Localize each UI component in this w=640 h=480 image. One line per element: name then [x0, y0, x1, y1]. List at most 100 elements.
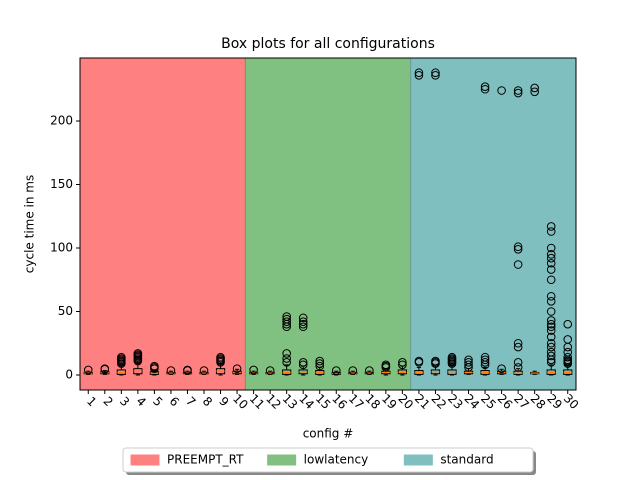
flier [183, 365, 192, 375]
flier [513, 338, 523, 348]
flier [282, 317, 291, 326]
flier [216, 352, 225, 362]
legend-swatch [403, 454, 433, 466]
flier [431, 356, 440, 366]
flier [315, 356, 325, 366]
flier [100, 364, 110, 373]
flier [315, 361, 325, 371]
y-tick-label: 50 [58, 304, 73, 318]
flier [232, 364, 242, 373]
flier [546, 351, 556, 361]
flier [546, 275, 556, 285]
flier [513, 88, 523, 98]
flier [546, 291, 556, 301]
x-tick-label: 1 [84, 394, 99, 409]
flier [298, 358, 308, 367]
flier [414, 70, 424, 80]
flier [480, 358, 490, 367]
x-tick-label: 2 [101, 394, 116, 409]
x-axis-label: config # [303, 427, 354, 441]
flier [414, 68, 424, 78]
flier [249, 365, 258, 375]
flier [513, 342, 523, 352]
flier [464, 358, 473, 367]
legend-swatch [267, 454, 297, 466]
flier [480, 82, 490, 92]
flier [546, 265, 556, 274]
y-axis-label: cycle time in ms [23, 175, 37, 273]
flier [282, 314, 291, 324]
flier [464, 355, 473, 365]
flier [464, 360, 473, 370]
plot [83, 68, 573, 376]
legend-label: standard [440, 453, 493, 467]
legend [122, 447, 534, 473]
span [245, 58, 411, 390]
span [80, 58, 246, 390]
flier [513, 86, 523, 95]
flier [546, 347, 556, 357]
flier [315, 359, 325, 368]
flier [282, 312, 291, 321]
flier [546, 316, 556, 325]
flier [546, 322, 556, 332]
x-tick-label: 9 [216, 394, 231, 409]
x-tick-label: 6 [167, 394, 182, 409]
flier [431, 68, 440, 78]
flier [480, 352, 490, 362]
flier [282, 349, 291, 358]
flier [497, 364, 506, 373]
flier [546, 338, 556, 348]
flier [348, 366, 358, 375]
flier [381, 360, 391, 370]
flier [546, 222, 556, 231]
flier [513, 242, 523, 252]
flier [298, 317, 308, 326]
flier [563, 347, 573, 357]
flier [398, 360, 407, 370]
y-tick-label: 0 [65, 368, 73, 382]
flier [546, 319, 556, 329]
flier [431, 70, 440, 80]
flier [546, 326, 556, 335]
flier [331, 366, 341, 375]
flier [117, 352, 126, 362]
x-tick-label: 3 [117, 394, 132, 409]
flier [546, 297, 556, 306]
flier [480, 355, 490, 365]
flier [298, 319, 308, 329]
flier [282, 354, 291, 363]
box [397, 369, 407, 375]
flier [398, 358, 407, 367]
legend-swatch [130, 454, 160, 466]
flier [546, 253, 556, 263]
flier [447, 352, 457, 362]
x-tick-label: 8 [200, 394, 215, 409]
flier [298, 322, 308, 332]
y-tick-label: 100 [50, 241, 73, 255]
flier [480, 84, 490, 94]
flier [497, 86, 506, 95]
legend-label: lowlatency [304, 453, 369, 467]
flier [282, 358, 291, 367]
flier [298, 360, 308, 370]
y-tick-label: 150 [50, 177, 73, 191]
flier [546, 258, 556, 268]
flier [563, 319, 573, 329]
x-tick-label: 5 [150, 394, 165, 409]
flier [563, 352, 573, 362]
x-tick-label: 4 [134, 394, 149, 409]
flier [365, 366, 374, 375]
flier [546, 250, 556, 259]
flier [546, 358, 556, 367]
flier [513, 260, 523, 269]
flier [546, 332, 556, 342]
flier [546, 342, 556, 352]
flier [298, 313, 308, 323]
flier [513, 363, 523, 372]
x-tick-label: 30 [561, 391, 582, 412]
flier [546, 243, 556, 253]
flier [199, 366, 209, 375]
flier [546, 227, 556, 236]
